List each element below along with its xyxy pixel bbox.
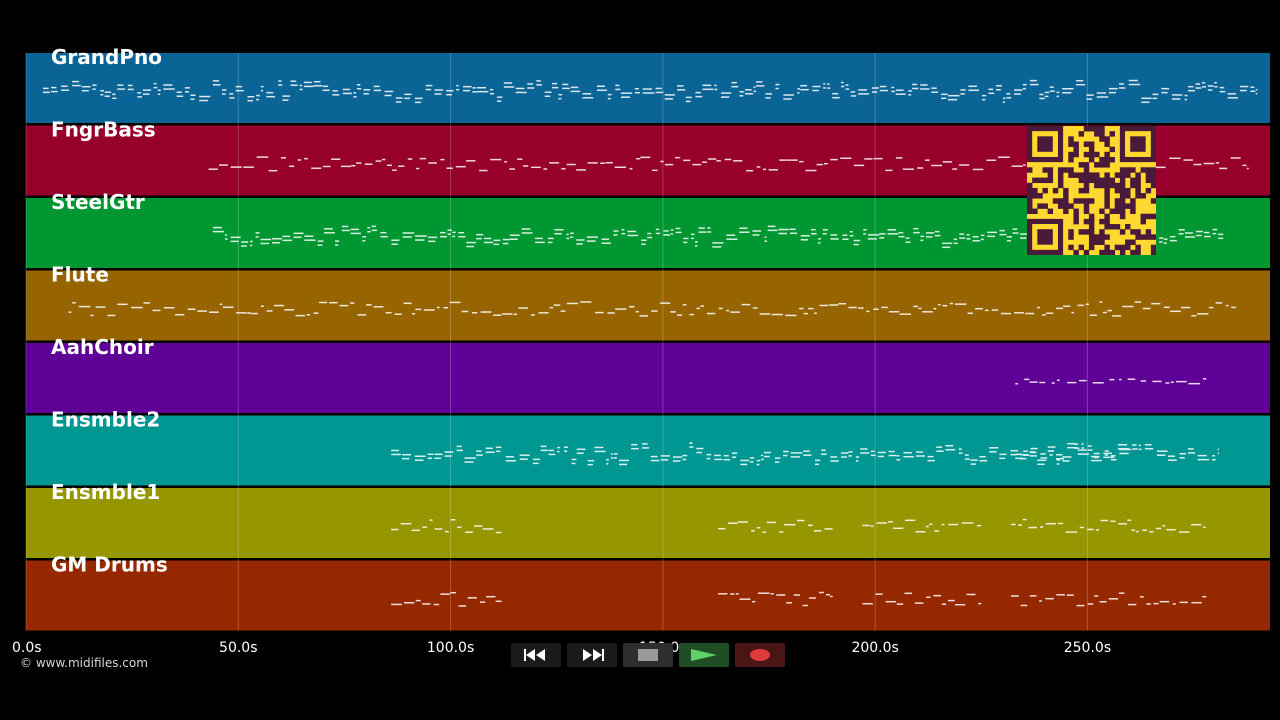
track-label: Flute — [51, 263, 109, 287]
track-lane-aahchoir — [26, 343, 1270, 413]
track-label: SteelGtr — [51, 190, 145, 214]
track-label: GM Drums — [51, 553, 168, 577]
time-tick-label: 0.0s — [12, 640, 42, 656]
qr-code — [1027, 126, 1157, 256]
copyright-text: © www.midifiles.com — [20, 656, 148, 670]
stop-button[interactable] — [623, 643, 673, 667]
track-lane-flute — [26, 270, 1270, 341]
rewind-button[interactable] — [511, 643, 561, 667]
rewind-icon — [524, 649, 545, 661]
play-button[interactable] — [679, 643, 729, 667]
qr-code-icon — [1027, 126, 1157, 256]
transport-controls — [511, 643, 785, 667]
note-cluster — [391, 442, 1220, 466]
track-lane-gm-drums — [26, 560, 1270, 631]
fast-forward-button[interactable] — [567, 643, 617, 667]
note-cluster — [1015, 378, 1207, 385]
play-icon — [691, 649, 717, 661]
note-cluster — [42, 79, 1258, 104]
time-tick-label: 250.0s — [1064, 640, 1111, 656]
track-lane-ensmble1 — [26, 488, 1270, 558]
track-label: Ensmble1 — [51, 480, 160, 504]
time-tick-label: 50.0s — [219, 640, 257, 656]
time-tick-label: 200.0s — [851, 640, 898, 656]
fast-forward-icon — [583, 649, 604, 661]
track-lane-ensmble2 — [26, 415, 1270, 486]
note-cluster — [391, 591, 1207, 607]
track-label: FngrBass — [51, 118, 156, 142]
time-tick-label: 100.0s — [427, 640, 474, 656]
note-cluster — [68, 301, 1237, 317]
track-label: AahChoir — [51, 335, 154, 359]
track-label: GrandPno — [51, 45, 162, 69]
stop-icon — [638, 649, 658, 661]
record-button[interactable] — [735, 643, 785, 667]
track-lane-grandpno — [26, 53, 1270, 123]
record-icon — [750, 649, 770, 661]
note-cluster — [391, 518, 1206, 534]
track-label: Ensmble2 — [51, 408, 160, 432]
